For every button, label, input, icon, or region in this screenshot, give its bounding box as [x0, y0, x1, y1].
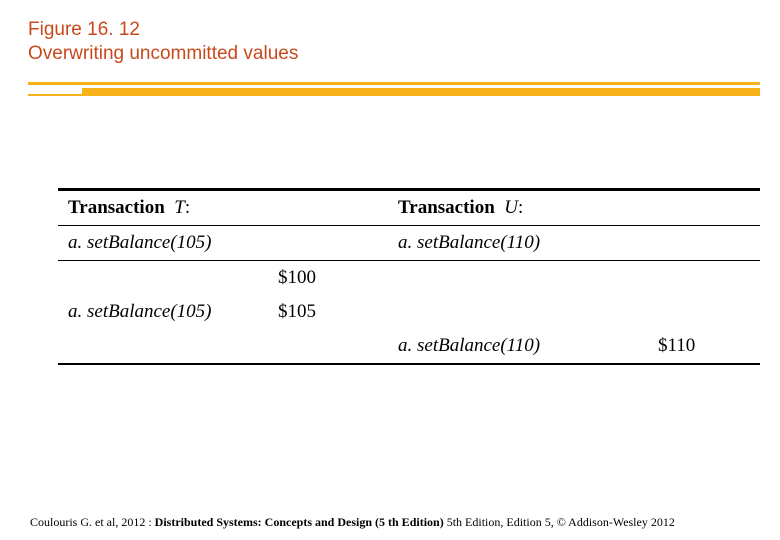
cell-op-u: [388, 261, 648, 296]
slide: Figure 16. 12 Overwriting uncommitted va…: [0, 0, 780, 540]
rule-notch: [28, 88, 82, 94]
figure-caption: Overwriting uncommitted values: [28, 42, 298, 66]
cell-val-u: $110: [648, 329, 760, 364]
table-header-row: Transaction T: Transaction U:: [58, 190, 760, 226]
citation-suffix: 5th Edition, Edition 5, © Addison-Wesley…: [444, 515, 675, 529]
table-row: $100: [58, 261, 760, 296]
rule-thin: [28, 82, 760, 85]
cell-val-t: [268, 329, 388, 364]
cell-op-u: a. setBalance(110): [388, 329, 648, 364]
transactions-table: Transaction T: Transaction U: a. setBala…: [58, 188, 760, 365]
citation: Coulouris G. et al, 2012 : Distributed S…: [30, 515, 760, 530]
hdr-t-label: Transaction: [68, 197, 165, 218]
hdr-t-var: T: [174, 197, 185, 218]
table-subheader-row: a. setBalance(105) a. setBalance(110): [58, 226, 760, 261]
cell-op-t: a. setBalance(105): [58, 295, 268, 329]
hdr-u: Transaction U:: [388, 190, 760, 226]
citation-title: Distributed Systems: Concepts and Design…: [155, 515, 444, 529]
table-row: a. setBalance(110) $110: [58, 329, 760, 364]
cell-op-t: [58, 261, 268, 296]
divider-rule: [28, 82, 760, 96]
hdr-u-var: U: [504, 197, 518, 218]
table-row: a. setBalance(105) $105: [58, 295, 760, 329]
sub-u: a. setBalance(110): [388, 226, 760, 261]
figure-title-block: Figure 16. 12 Overwriting uncommitted va…: [28, 18, 298, 66]
cell-val-t: $105: [268, 295, 388, 329]
rule-thick: [28, 88, 760, 96]
cell-val-t: $100: [268, 261, 388, 296]
sub-t: a. setBalance(105): [58, 226, 388, 261]
cell-val-u: [648, 295, 760, 329]
hdr-t: Transaction T:: [58, 190, 388, 226]
hdr-u-label: Transaction: [398, 197, 495, 218]
cell-op-t: [58, 329, 268, 364]
transactions-table-wrap: Transaction T: Transaction U: a. setBala…: [58, 188, 760, 365]
citation-prefix: Coulouris G. et al, 2012 :: [30, 515, 155, 529]
figure-number: Figure 16. 12: [28, 18, 298, 42]
cell-op-u: [388, 295, 648, 329]
cell-val-u: [648, 261, 760, 296]
